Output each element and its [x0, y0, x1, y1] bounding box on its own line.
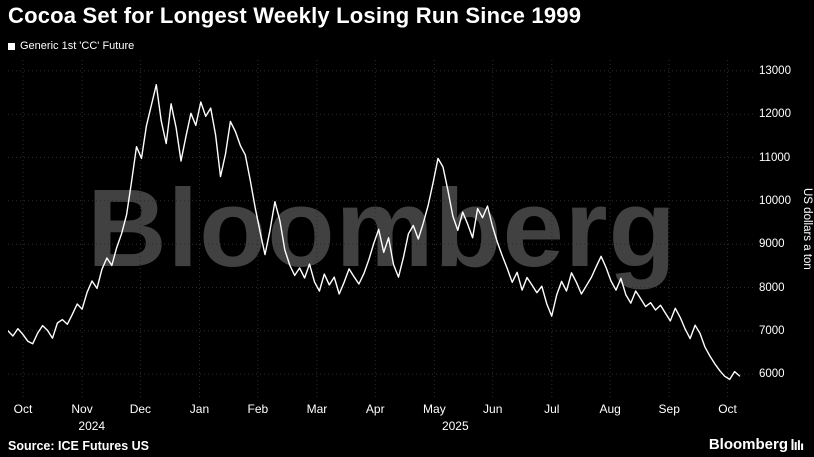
x-tick-label: Jun [483, 402, 503, 416]
legend: Generic 1st 'CC' Future [8, 40, 134, 52]
year-label: 2024 [78, 419, 106, 433]
bloomberg-logo-text: Bloomberg [708, 436, 788, 453]
y-axis-labels: 13000 12000 11000 10000 9000 8000 7000 6000 [759, 60, 801, 398]
chart-title: Cocoa Set for Longest Weekly Losing Run … [8, 3, 582, 28]
bloomberg-terminal-icon [791, 439, 804, 450]
bloomberg-watermark: Bloomberg [87, 167, 677, 290]
legend-marker-icon [8, 42, 15, 50]
x-tick-label: Feb [247, 402, 269, 416]
bloomberg-logo: Bloomberg [709, 436, 804, 453]
price-line [8, 84, 741, 381]
x-tick-label: Aug [599, 402, 621, 416]
x-tick-label: Jul [544, 402, 560, 416]
x-tick-label: Apr [365, 402, 385, 416]
y-tick-label: 10000 [759, 194, 791, 207]
y-tick-label: 13000 [759, 64, 791, 77]
x-tick-label: Dec [129, 402, 152, 416]
x-tick-label: Jan [189, 402, 210, 416]
y-axis-title: US dollars a ton [801, 188, 813, 270]
x-tick-label: Sep [658, 402, 680, 416]
x-axis-month-labels: Oct Nov Dec Jan Feb Mar Apr May Jun Jul Aug Sep Oct [8, 402, 756, 416]
legend-label: Generic 1st 'CC' Future [20, 40, 135, 52]
x-tick-label: Nov [71, 402, 93, 416]
x-tick-label: Oct [718, 402, 737, 416]
x-axis-year-labels: 2024 2025 [8, 419, 756, 433]
y-tick-label: 8000 [759, 281, 785, 294]
x-tick-label: Mar [306, 402, 328, 416]
y-tick-label: 9000 [759, 238, 785, 251]
plot-area: Bloomberg [8, 60, 756, 398]
y-tick-label: 7000 [759, 324, 785, 337]
x-tick-label: Oct [13, 402, 33, 416]
source-text: Source: ICE Futures US [8, 439, 149, 453]
year-label: 2025 [441, 419, 469, 433]
y-tick-label: 12000 [759, 108, 791, 121]
y-tick-label: 6000 [759, 368, 785, 381]
price-line-chart [8, 60, 756, 398]
y-tick-label: 11000 [759, 151, 791, 164]
x-tick-label: May [423, 402, 446, 416]
